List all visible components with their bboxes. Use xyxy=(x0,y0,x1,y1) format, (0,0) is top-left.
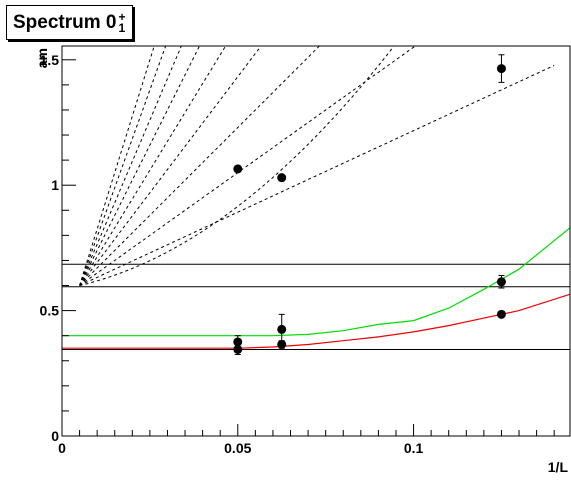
data-point xyxy=(496,54,506,83)
data-point xyxy=(496,274,506,289)
fit-curve xyxy=(62,293,570,349)
title-superscript: + xyxy=(118,9,126,24)
data-point xyxy=(233,343,243,355)
x-tick-label: 0.05 xyxy=(224,440,251,456)
dashed-curve xyxy=(79,46,167,286)
point-marker xyxy=(496,277,506,287)
point-marker xyxy=(233,164,243,174)
x-axis-label: 1/L xyxy=(548,459,569,475)
y-axis-label: am xyxy=(34,48,50,68)
point-marker xyxy=(233,344,243,354)
point-marker xyxy=(496,309,506,319)
title-subscript: 1 xyxy=(118,20,126,35)
title-scripts: + 1 xyxy=(118,9,126,35)
dashed-curve xyxy=(79,46,262,286)
chart-title-box: Spectrum 0 + 1 xyxy=(6,5,133,40)
dashed-curve xyxy=(79,46,201,286)
y-tick-label: 0 xyxy=(51,428,59,444)
data-point xyxy=(277,313,287,345)
dashed-curve xyxy=(79,46,227,286)
point-marker xyxy=(496,64,506,74)
dashed-curve xyxy=(79,46,155,286)
y-tick-label: 1.5 xyxy=(40,52,60,68)
x-tick-label: 0 xyxy=(58,440,66,456)
y-tick-label: 0.5 xyxy=(40,303,60,319)
fit-curve-layer xyxy=(62,227,570,349)
data-point xyxy=(277,339,287,349)
y-tick-label: 1 xyxy=(51,177,59,193)
data-point xyxy=(233,164,243,174)
point-marker xyxy=(277,173,287,183)
axes-layer xyxy=(61,45,571,437)
horizontal-line-layer xyxy=(62,263,570,350)
curve-layer xyxy=(79,46,555,286)
fit-curve xyxy=(62,227,570,337)
dashed-curve xyxy=(79,64,555,286)
data-point-layer xyxy=(233,54,506,355)
point-marker xyxy=(277,339,287,349)
dashed-curve xyxy=(79,46,395,286)
dashed-curve xyxy=(79,46,417,286)
chart-title: Spectrum 0 xyxy=(13,11,117,33)
data-point xyxy=(496,309,506,319)
x-tick-label: 0.1 xyxy=(404,440,424,456)
dashed-curve xyxy=(79,46,321,286)
label-layer: 0 0.05 0.1 0 0.5 1 1.5 1/L am xyxy=(34,48,568,475)
dashed-curve xyxy=(79,46,182,286)
plot-frame xyxy=(61,45,571,437)
data-point xyxy=(277,173,287,183)
point-marker xyxy=(277,324,287,334)
